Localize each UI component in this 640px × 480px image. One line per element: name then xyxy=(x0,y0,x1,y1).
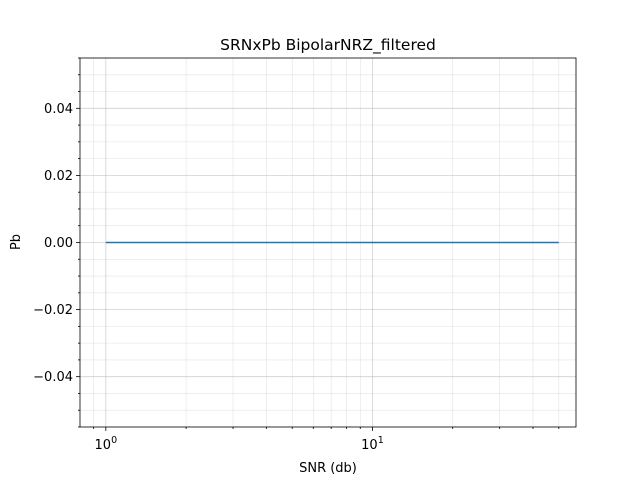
y-axis-label: Pb xyxy=(9,234,24,250)
y-tick-label: 0.00 xyxy=(44,236,73,251)
chart-title: SRNxPb BipolarNRZ_filtered xyxy=(220,36,436,55)
x-tick-label: 101 xyxy=(361,435,384,453)
y-tick-label: 0.04 xyxy=(44,102,73,117)
y-tick-labels: 0.04 0.02 0.00 −0.02 −0.04 xyxy=(33,102,73,385)
x-axis-label: SNR (db) xyxy=(299,461,357,476)
y-tick-label: −0.02 xyxy=(33,303,73,318)
tick-marks xyxy=(76,57,560,431)
y-tick-label: 0.02 xyxy=(44,169,73,184)
y-tick-label: −0.04 xyxy=(33,370,73,385)
x-tick-label: 100 xyxy=(95,435,118,453)
x-tick-labels: 100 101 xyxy=(95,435,384,453)
